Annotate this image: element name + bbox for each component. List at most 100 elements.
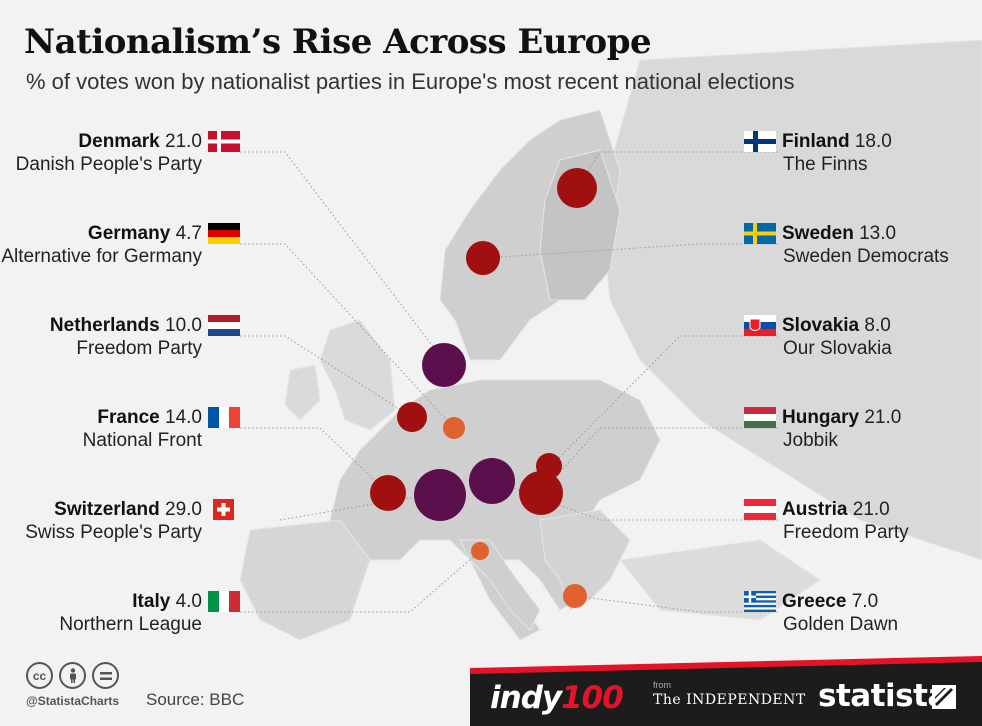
finland-flag-icon bbox=[744, 131, 776, 152]
party-name: The Finns bbox=[783, 154, 868, 175]
party-name: Golden Dawn bbox=[783, 614, 899, 635]
party-name: Northern League bbox=[59, 614, 202, 635]
leader-line-slovakia bbox=[548, 335, 778, 469]
sweden-flag-icon bbox=[744, 223, 776, 244]
country-name: Hungary bbox=[782, 407, 860, 428]
germany-flag-icon bbox=[208, 223, 240, 244]
vote-value: 21.0 bbox=[852, 499, 890, 520]
leader-line-germany bbox=[240, 243, 455, 429]
bubble-finland bbox=[557, 168, 597, 208]
vote-value: 4.0 bbox=[175, 591, 202, 612]
vote-value: 21.0 bbox=[165, 131, 202, 152]
vote-value: 29.0 bbox=[165, 499, 202, 520]
party-name: Danish People's Party bbox=[15, 154, 202, 175]
cc-icon: cc bbox=[26, 662, 53, 689]
statista-handle: @StatistaCharts bbox=[26, 694, 120, 708]
leader-line-switzerland bbox=[279, 492, 439, 521]
bubbles bbox=[370, 168, 597, 608]
entry-switzerland: Switzerland 29.0 Swiss People's Party bbox=[0, 498, 240, 544]
country-name: Germany bbox=[87, 223, 171, 244]
entry-greece: Greece 7.0 Golden Dawn bbox=[744, 590, 982, 636]
country-name: Finland bbox=[782, 131, 850, 152]
entry-denmark: Denmark 21.0 Danish People's Party bbox=[0, 130, 240, 176]
leader-line-netherlands bbox=[240, 335, 413, 418]
slovakia-flag-icon bbox=[744, 315, 776, 336]
entry-sweden: Sweden 13.0 Sweden Democrats bbox=[744, 222, 982, 268]
bubble-netherlands bbox=[397, 402, 427, 432]
statista-logo: statista bbox=[818, 678, 948, 714]
from-label: from bbox=[653, 680, 671, 690]
vote-value: 14.0 bbox=[165, 407, 202, 428]
vote-value: 13.0 bbox=[859, 223, 897, 244]
party-name: Jobbik bbox=[783, 430, 838, 451]
footer-band bbox=[0, 656, 982, 726]
ireland-land bbox=[284, 364, 321, 421]
party-name: Swiss People's Party bbox=[25, 522, 202, 543]
bubble-france bbox=[370, 475, 406, 511]
bubble-italy bbox=[471, 542, 489, 560]
vote-value: 7.0 bbox=[851, 591, 879, 612]
chart-subtitle: % of votes won by nationalist parties in… bbox=[26, 69, 795, 94]
statista-mark-icon bbox=[932, 685, 956, 709]
uk-land bbox=[319, 319, 396, 431]
bubble-germany bbox=[443, 417, 465, 439]
vote-value: 4.7 bbox=[175, 223, 202, 244]
greece-flag-icon bbox=[744, 591, 776, 612]
france-flag-icon bbox=[208, 407, 240, 428]
country-name: Sweden bbox=[782, 223, 854, 244]
entry-italy: Italy 4.0 Northern League bbox=[0, 590, 240, 636]
italy-flag-icon bbox=[208, 591, 240, 612]
leader-line-italy bbox=[240, 550, 481, 613]
entry-austria: Austria 21.0 Freedom Party bbox=[744, 498, 982, 544]
netherlands-flag-icon bbox=[208, 315, 240, 336]
indy100-logo: indy100 bbox=[490, 680, 624, 716]
country-name: Italy bbox=[132, 591, 171, 612]
austria-flag-icon bbox=[744, 499, 776, 520]
party-name: Sweden Democrats bbox=[783, 246, 949, 267]
vote-value: 8.0 bbox=[864, 315, 891, 336]
by-icon bbox=[59, 662, 86, 689]
leader-line-france bbox=[240, 427, 389, 494]
chart-title: Nationalism’s Rise Across Europe bbox=[24, 22, 652, 62]
source-note: Source: BBC bbox=[146, 690, 245, 709]
entry-finland: Finland 18.0 The Finns bbox=[744, 130, 982, 176]
country-name: Netherlands bbox=[49, 315, 160, 336]
party-name: Freedom Party bbox=[783, 522, 909, 543]
country-name: Denmark bbox=[78, 131, 160, 152]
party-name: Our Slovakia bbox=[783, 338, 892, 359]
country-name: Slovakia bbox=[782, 315, 860, 336]
vote-value: 10.0 bbox=[165, 315, 202, 336]
russia-land bbox=[599, 39, 982, 561]
country-name: Greece bbox=[782, 591, 847, 612]
independent-logo: The INDEPENDENT bbox=[653, 692, 806, 708]
bubble-switzerland bbox=[414, 469, 466, 521]
entry-slovakia: Slovakia 8.0 Our Slovakia bbox=[744, 314, 982, 360]
landmass bbox=[239, 39, 982, 641]
indy-logo-number: 100 bbox=[561, 680, 624, 716]
hungary-flag-icon bbox=[744, 407, 776, 428]
vote-value: 21.0 bbox=[864, 407, 902, 428]
entry-hungary: Hungary 21.0 Jobbik bbox=[744, 406, 982, 452]
country-name: Switzerland bbox=[54, 499, 160, 520]
bubble-hungary bbox=[519, 471, 563, 515]
denmark-flag-icon bbox=[208, 131, 240, 152]
bubble-sweden bbox=[466, 241, 500, 275]
country-name: Austria bbox=[782, 499, 848, 520]
iberia-land bbox=[239, 519, 371, 641]
bubble-greece bbox=[563, 584, 587, 608]
country-name: France bbox=[97, 407, 160, 428]
party-name: Freedom Party bbox=[76, 338, 202, 359]
entry-france: France 14.0 National Front bbox=[0, 406, 240, 452]
indy-logo-text: indy bbox=[490, 680, 562, 716]
party-name: National Front bbox=[82, 430, 202, 451]
vote-value: 18.0 bbox=[854, 131, 892, 152]
footer-dark-band bbox=[470, 660, 982, 726]
footer-red-stripe bbox=[470, 656, 982, 674]
switzerland-flag-icon bbox=[213, 499, 234, 520]
entry-germany: Germany 4.7 Alternative for Germany bbox=[0, 222, 240, 268]
license-icons: cc bbox=[26, 662, 119, 689]
nd-icon bbox=[92, 662, 119, 689]
leader-line-denmark bbox=[240, 151, 448, 366]
bubble-austria bbox=[469, 458, 515, 504]
